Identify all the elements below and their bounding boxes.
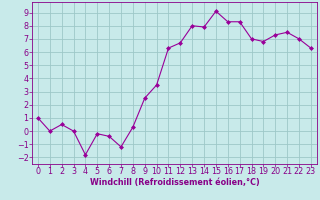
X-axis label: Windchill (Refroidissement éolien,°C): Windchill (Refroidissement éolien,°C)	[90, 178, 259, 187]
